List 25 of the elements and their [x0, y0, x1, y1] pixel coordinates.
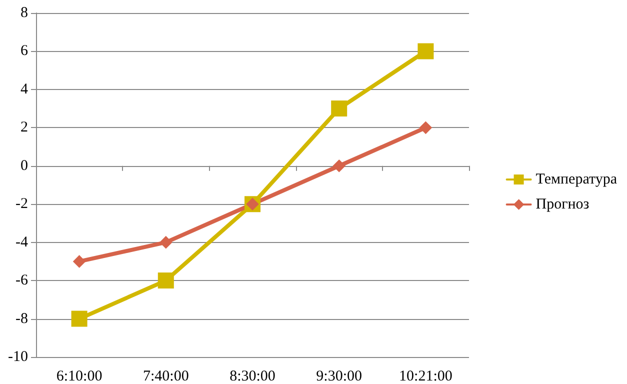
x-tick-label: 8:30:00 — [230, 368, 276, 384]
y-tick-label: 2 — [20, 120, 28, 136]
point — [158, 272, 174, 289]
y-tick-label: -10 — [8, 349, 28, 365]
point — [331, 100, 348, 117]
x-tick-label: 7:40:00 — [142, 368, 189, 384]
y-tick-label: 4 — [20, 81, 28, 98]
point — [71, 310, 88, 327]
x-tick-label: 9:30:00 — [316, 368, 362, 384]
legend-label: Прогноз — [536, 196, 590, 212]
y-tick-label: -2 — [16, 196, 28, 212]
y-tick-label: -4 — [16, 234, 28, 250]
y-tick-label: 0 — [20, 158, 28, 174]
y-tick-label: 8 — [20, 5, 28, 21]
point — [73, 255, 86, 268]
y-tick-label: -8 — [16, 310, 28, 327]
legend-label: Температура — [536, 172, 618, 188]
point — [418, 43, 434, 60]
x-tick-label: 6:10:00 — [56, 368, 102, 384]
point — [333, 160, 346, 172]
y-tick-label: 6 — [20, 43, 28, 60]
x-tick-label: 10:21:00 — [399, 368, 452, 384]
point — [420, 122, 432, 134]
point — [160, 236, 172, 248]
y-tick-label: -6 — [16, 272, 28, 289]
